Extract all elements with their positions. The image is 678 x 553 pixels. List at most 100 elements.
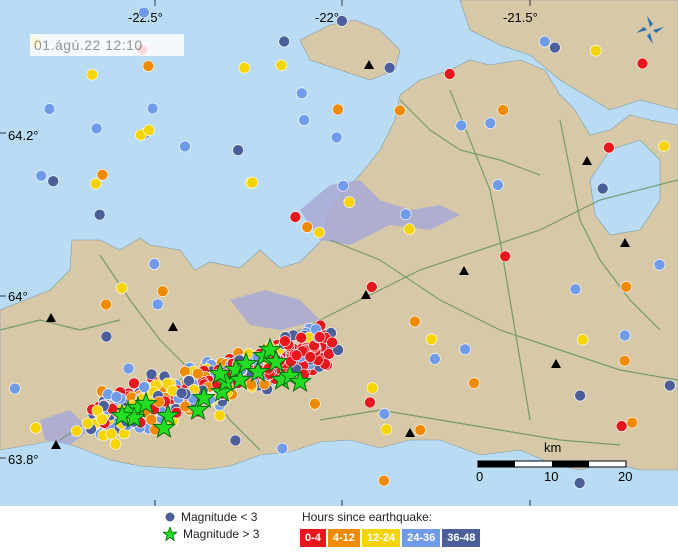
earthquake-dot bbox=[337, 180, 350, 192]
star-marker bbox=[110, 403, 134, 427]
earthquake-dot bbox=[399, 208, 412, 221]
star-marker bbox=[234, 351, 258, 375]
earthquake-dot bbox=[290, 349, 303, 362]
earthquake-dot bbox=[275, 59, 288, 72]
earthquake-dot bbox=[364, 396, 376, 409]
earthquake-dot bbox=[192, 367, 204, 380]
black-triangle-icon bbox=[551, 359, 561, 368]
earthquake-dot bbox=[156, 285, 169, 298]
earthquake-dot bbox=[429, 353, 441, 365]
earthquake-dot bbox=[576, 333, 589, 346]
earthquake-dot bbox=[394, 104, 406, 117]
large-earthquake-stars bbox=[110, 337, 312, 439]
earthquake-dot bbox=[214, 409, 226, 422]
earthquake-dot bbox=[143, 124, 155, 136]
earthquake-dot bbox=[603, 141, 615, 154]
star-marker bbox=[264, 349, 288, 373]
earthquake-dot bbox=[343, 196, 356, 208]
earthquake-dot bbox=[403, 223, 416, 235]
lon-label-3: -21.5° bbox=[503, 10, 538, 25]
earthquake-dot bbox=[138, 6, 150, 19]
earthquake-dot bbox=[229, 434, 242, 447]
earthquake-dot bbox=[245, 378, 258, 391]
earthquake-dot bbox=[459, 343, 471, 356]
earthquake-dot bbox=[538, 35, 551, 48]
black-triangle-icon bbox=[168, 322, 178, 331]
earthquake-dot bbox=[35, 170, 48, 182]
earthquake-dot bbox=[86, 68, 98, 81]
earthquake-dot bbox=[296, 87, 308, 100]
earthquake-dot bbox=[443, 68, 456, 80]
earthquake-dot bbox=[618, 354, 631, 367]
earthquake-dot bbox=[278, 35, 291, 48]
hours-box-0: 0-4 bbox=[300, 529, 326, 547]
star-marker bbox=[258, 337, 282, 361]
legend-large: Magnitude > 3 bbox=[163, 527, 259, 541]
black-triangle-icon bbox=[459, 266, 469, 275]
hours-legend: 0-4 4-12 12-24 24-36 36-48 bbox=[300, 529, 482, 547]
legend-large-label: Magnitude > 3 bbox=[183, 527, 260, 541]
earthquake-dot bbox=[110, 391, 123, 403]
circle-icon bbox=[165, 512, 175, 522]
star-marker bbox=[288, 369, 312, 393]
earthquake-dot bbox=[289, 211, 302, 223]
earthquake-dot bbox=[238, 62, 251, 74]
lake bbox=[589, 139, 661, 236]
scale-tick-10: 10 bbox=[544, 469, 558, 484]
star-marker bbox=[278, 363, 302, 387]
earthquake-dot bbox=[96, 169, 109, 181]
earthquake-dot bbox=[9, 382, 21, 395]
earthquake-dot bbox=[115, 282, 128, 294]
earthquake-dot bbox=[105, 427, 118, 440]
black-triangle-icon bbox=[364, 60, 374, 69]
earthquake-dot bbox=[142, 60, 155, 72]
scale-tick-20: 20 bbox=[618, 469, 632, 484]
earthquake-dot bbox=[365, 281, 378, 293]
earthquake-dot bbox=[29, 422, 42, 434]
lon-label-2: -22° bbox=[315, 10, 339, 25]
earthquake-dot bbox=[414, 424, 427, 436]
earthquake-dot bbox=[298, 114, 311, 126]
station-markers bbox=[46, 60, 630, 449]
legend: Magnitude < 3 Magnitude > 3 bbox=[0, 506, 678, 553]
earthquake-dot bbox=[366, 382, 379, 394]
earthquake-dot bbox=[128, 377, 140, 390]
earthquake-map: -22.5° -22° -21.5° 64.2° 64° 63.8° km 0 … bbox=[0, 0, 678, 506]
hours-box-4: 36-48 bbox=[442, 529, 481, 547]
earthquake-dot bbox=[145, 413, 158, 426]
earthquake-dot bbox=[408, 315, 421, 328]
earthquake-dot bbox=[232, 144, 244, 156]
star-marker bbox=[156, 403, 180, 427]
earthquake-dot bbox=[145, 368, 158, 381]
hours-box-3: 24-36 bbox=[402, 529, 441, 547]
black-triangle-icon bbox=[51, 440, 61, 449]
earthquake-dot bbox=[326, 336, 338, 349]
black-triangle-icon bbox=[582, 156, 592, 165]
earthquake-dot bbox=[653, 258, 666, 271]
earthquake-dot bbox=[93, 208, 106, 221]
star-marker bbox=[152, 415, 176, 439]
earthquake-dot bbox=[43, 103, 56, 115]
earthquake-dot bbox=[179, 140, 191, 153]
earthquake-dot bbox=[332, 344, 344, 356]
earthquake-dot bbox=[618, 329, 631, 342]
black-triangle-icon bbox=[620, 238, 630, 247]
earthquake-dot bbox=[301, 221, 314, 233]
earthquake-dot bbox=[138, 381, 150, 393]
earthquake-dot bbox=[484, 117, 497, 129]
scale-tick-0: 0 bbox=[476, 469, 483, 484]
earthquake-dot bbox=[313, 226, 326, 239]
earthquake-dot bbox=[100, 298, 112, 311]
star-marker bbox=[134, 391, 158, 415]
earthquake-dot bbox=[146, 102, 159, 115]
earthquake-dot bbox=[615, 420, 628, 432]
earthquake-dot bbox=[468, 377, 480, 390]
earthquake-dot bbox=[378, 474, 390, 487]
earthquake-dot bbox=[573, 477, 586, 489]
earthquake-dot bbox=[574, 389, 586, 402]
star-icon bbox=[163, 527, 177, 541]
hours-box-1: 4-12 bbox=[327, 529, 360, 547]
earthquake-dot bbox=[569, 283, 582, 296]
legend-small-label: Magnitude < 3 bbox=[181, 510, 258, 524]
earthquake-dot bbox=[492, 179, 504, 191]
